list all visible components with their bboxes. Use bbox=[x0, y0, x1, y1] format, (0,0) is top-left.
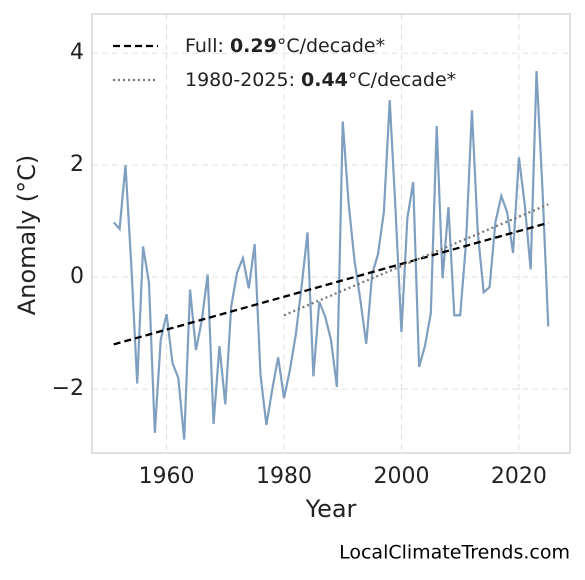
legend-label: 1980-2025: 0.44°C/decade* bbox=[185, 69, 456, 91]
series-line bbox=[112, 71, 550, 440]
source: LocalClimateTrends.com bbox=[339, 542, 570, 564]
y-tick-label: 4 bbox=[70, 40, 84, 65]
x-tick-label: 2020 bbox=[491, 464, 547, 489]
y-tick-label: 2 bbox=[70, 152, 84, 177]
legend-slope: 0.44 bbox=[301, 69, 348, 91]
trend-line bbox=[113, 221, 549, 346]
y-axis-label: Anomaly (°C) bbox=[13, 155, 41, 315]
legend-slope: 0.29 bbox=[230, 35, 277, 57]
legend-unit: °C/decade* bbox=[277, 35, 385, 57]
legend-name: Full: bbox=[185, 35, 230, 57]
x-axis-label: Year bbox=[305, 495, 357, 523]
legend-label: Full: 0.29°C/decade* bbox=[185, 35, 385, 57]
y-tick-label: −2 bbox=[52, 376, 84, 401]
x-tick-label: 1980 bbox=[256, 464, 312, 489]
y-tick-label: 0 bbox=[70, 264, 84, 289]
x-tick-label: 2000 bbox=[373, 464, 429, 489]
legend-unit: °C/decade* bbox=[348, 69, 456, 91]
plot-frame bbox=[91, 13, 571, 454]
x-tick-label: 1960 bbox=[139, 464, 195, 489]
legend-name: 1980-2025: bbox=[185, 69, 301, 91]
